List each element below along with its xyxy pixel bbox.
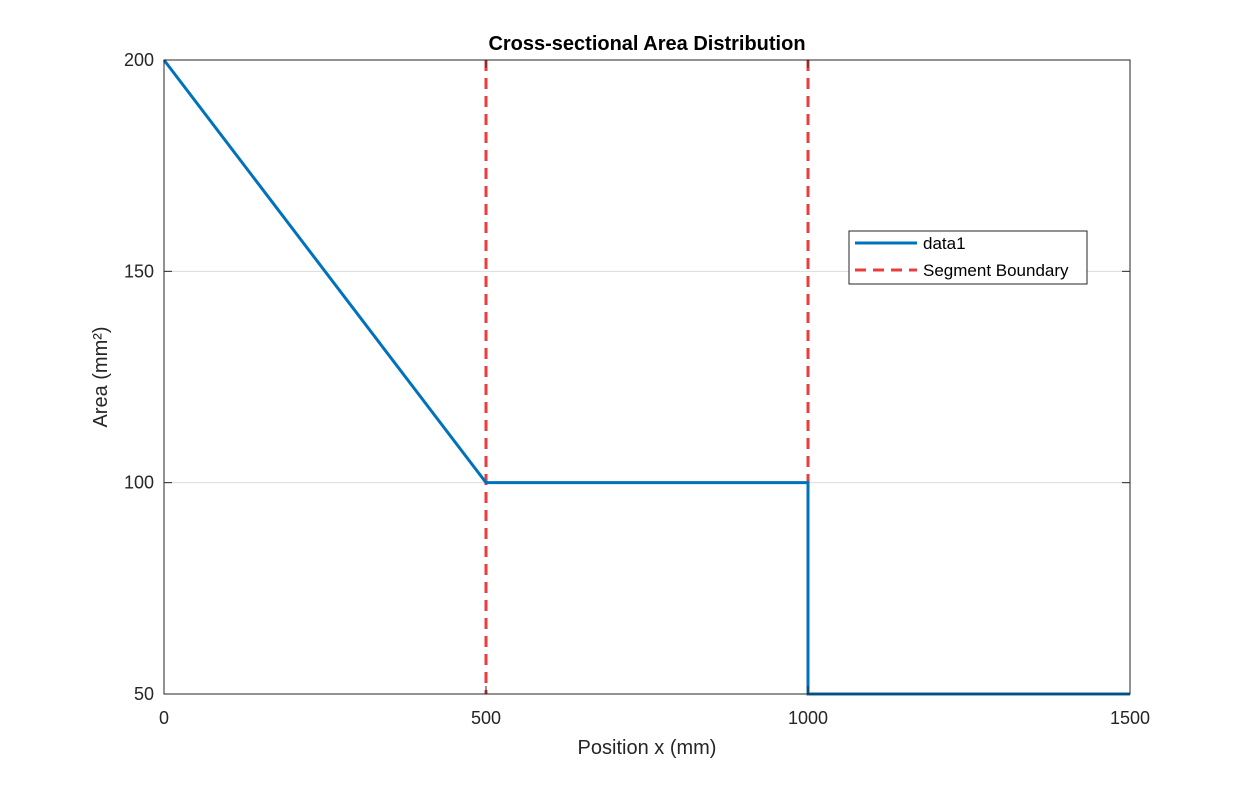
x-axis-label: Position x (mm) <box>578 737 717 759</box>
y-axis-label: Area (mm²) <box>90 326 112 427</box>
x-tick-label-500: 500 <box>471 708 501 728</box>
y-tick-label-200: 200 <box>124 50 154 70</box>
chart-title: Cross-sectional Area Distribution <box>488 33 805 55</box>
y-tick-label-100: 100 <box>124 473 154 493</box>
tick-layer: 0 500 1000 1500 50 100 150 200 <box>124 50 1150 728</box>
axes-box <box>163 59 1131 695</box>
y-tick-label-50: 50 <box>134 684 154 704</box>
x-tick-label-1500: 1500 <box>1110 708 1150 728</box>
legend: data1 Segment Boundary <box>848 230 1088 285</box>
y-tick-label-150: 150 <box>124 261 154 281</box>
legend-label-data1: data1 <box>923 234 966 253</box>
legend-label-segment-boundary: Segment Boundary <box>923 261 1069 280</box>
x-tick-label-1000: 1000 <box>788 708 828 728</box>
legend-box <box>848 230 1088 285</box>
x-tick-label-0: 0 <box>159 708 169 728</box>
